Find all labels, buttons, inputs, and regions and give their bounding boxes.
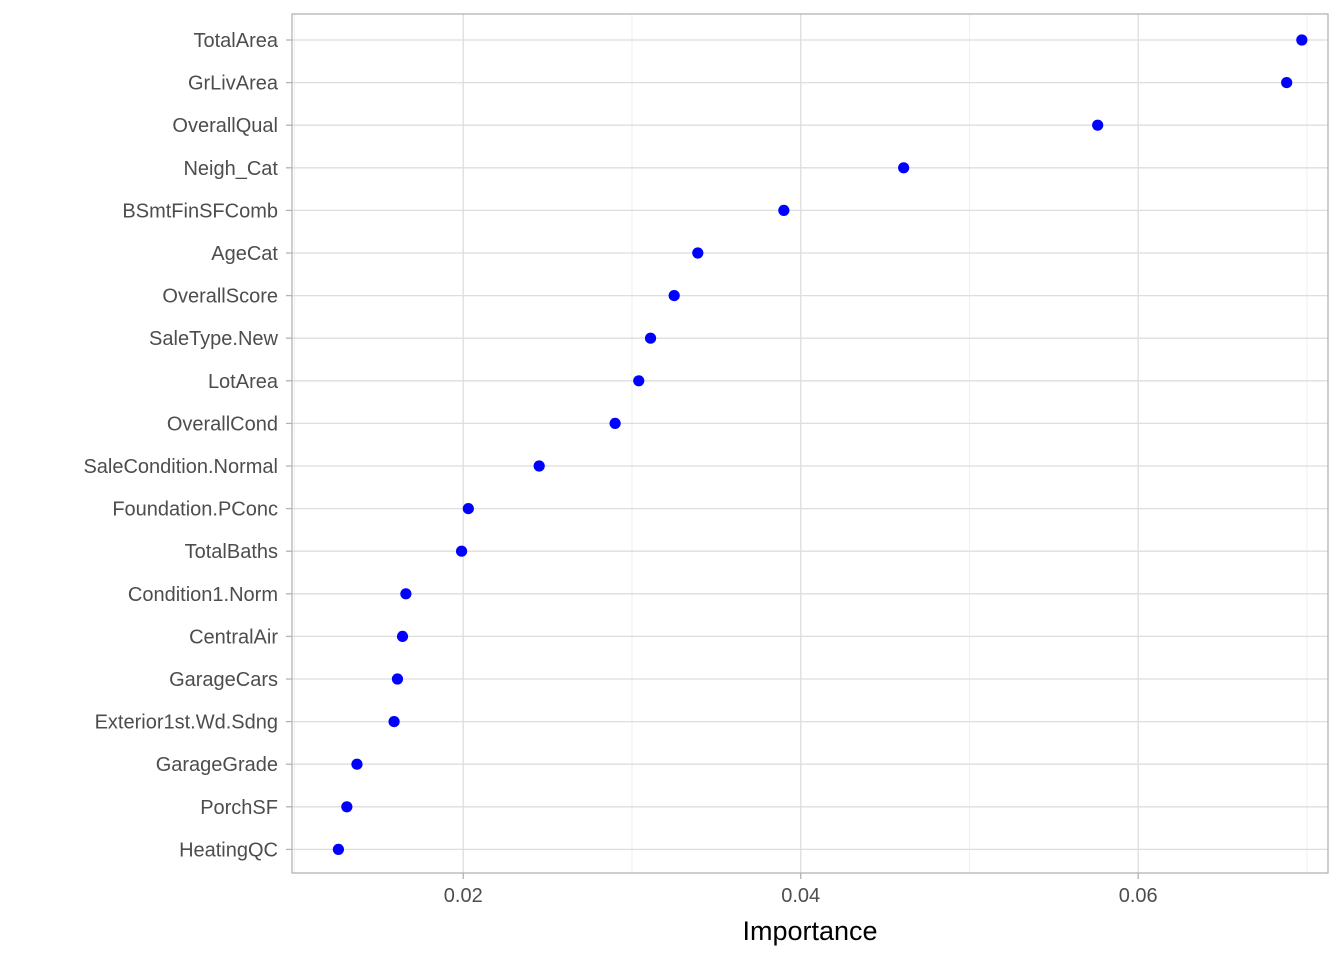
data-point-grlivarea bbox=[1281, 77, 1293, 89]
data-point-totalarea bbox=[1296, 34, 1308, 46]
data-point-salecondition-normal bbox=[533, 460, 545, 472]
data-point-bsmtfinsfcomb bbox=[778, 204, 790, 216]
y-tick-label: CentralAir bbox=[189, 626, 278, 648]
data-point-neigh-cat bbox=[898, 162, 910, 174]
data-points bbox=[332, 34, 1308, 856]
minor-gridlines bbox=[294, 14, 1308, 873]
y-tick-label: SaleType.New bbox=[149, 328, 279, 350]
data-point-centralair bbox=[396, 630, 409, 643]
x-axis-title: Importance bbox=[742, 916, 877, 946]
y-tick-label: GarageGrade bbox=[156, 754, 278, 776]
data-point-foundation-pconc bbox=[462, 503, 474, 515]
data-point-agecat bbox=[692, 247, 704, 259]
x-tick-label: 0.04 bbox=[781, 885, 820, 907]
x-tick-label: 0.02 bbox=[444, 885, 483, 907]
panel-background bbox=[292, 14, 1328, 873]
y-tick-label: SaleCondition.Normal bbox=[83, 456, 278, 478]
data-point-garagegrade bbox=[351, 758, 363, 770]
data-point-overallscore bbox=[668, 290, 680, 302]
y-axis: TotalArea GrLivArea OverallQual Neigh_Cat BS… bbox=[83, 30, 292, 861]
data-point-lotarea bbox=[633, 375, 645, 387]
y-tick-label: BSmtFinSFComb bbox=[122, 200, 278, 222]
y-tick-label: Condition1.Norm bbox=[128, 584, 278, 606]
data-point-porchsf bbox=[341, 801, 353, 813]
y-tick-label: PorchSF bbox=[200, 797, 278, 819]
y-tick-label: OverallCond bbox=[167, 413, 278, 435]
y-tick-label: GarageCars bbox=[169, 669, 278, 691]
y-tick-label: AgeCat bbox=[211, 243, 278, 265]
data-point-exterior1st-wd-sdng bbox=[388, 716, 400, 728]
y-tick-label: TotalBaths bbox=[185, 541, 278, 563]
data-point-totalbaths bbox=[455, 545, 468, 557]
y-tick-label: Exterior1st.Wd.Sdng bbox=[95, 712, 278, 734]
x-axis: 0.02 0.04 0.06 bbox=[444, 873, 1158, 907]
data-point-heatingqc bbox=[332, 843, 345, 856]
y-tick-label: LotArea bbox=[208, 371, 279, 393]
y-tick-label: GrLivArea bbox=[188, 73, 279, 95]
y-tick-label: HeatingQC bbox=[179, 839, 278, 861]
data-point-saletype-new bbox=[644, 332, 657, 344]
y-tick-label: Foundation.PConc bbox=[112, 499, 278, 521]
y-tick-label: Neigh_Cat bbox=[183, 158, 278, 180]
data-point-overallqual bbox=[1092, 119, 1104, 131]
major-gridlines bbox=[292, 14, 1328, 873]
x-tick-label: 0.06 bbox=[1119, 885, 1158, 907]
y-tick-label: OverallQual bbox=[172, 115, 278, 137]
panel-border bbox=[291, 13, 1329, 874]
y-tick-label: TotalArea bbox=[194, 30, 279, 52]
data-point-overallcond bbox=[609, 417, 621, 429]
data-point-garagecars bbox=[391, 673, 404, 685]
y-tick-label: OverallScore bbox=[162, 286, 278, 308]
data-point-condition1-norm bbox=[400, 588, 412, 600]
